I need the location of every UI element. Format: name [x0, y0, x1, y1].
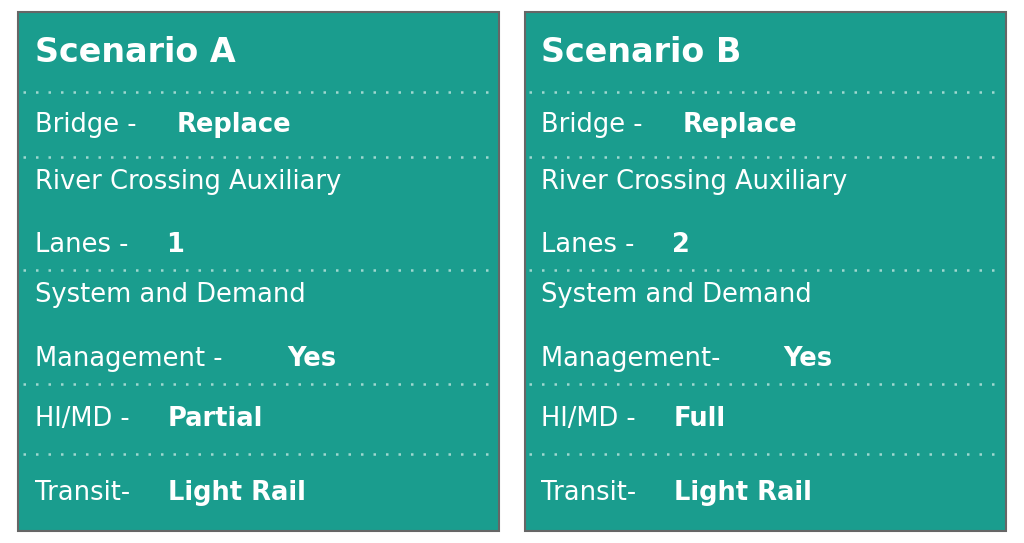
Text: Lanes -: Lanes - — [35, 232, 136, 258]
Text: Full: Full — [674, 406, 726, 432]
FancyBboxPatch shape — [18, 12, 500, 531]
Text: Scenario A: Scenario A — [35, 36, 236, 68]
Text: Replace: Replace — [683, 112, 798, 137]
Text: Yes: Yes — [783, 346, 833, 372]
FancyBboxPatch shape — [524, 12, 1006, 531]
Text: Bridge -: Bridge - — [35, 112, 144, 137]
Text: Replace: Replace — [176, 112, 291, 137]
Text: System and Demand: System and Demand — [541, 282, 812, 308]
Text: 2: 2 — [672, 232, 690, 258]
Text: Management -: Management - — [35, 346, 230, 372]
Text: System and Demand: System and Demand — [35, 282, 305, 308]
Text: Transit-: Transit- — [35, 479, 138, 506]
Text: Yes: Yes — [288, 346, 336, 372]
Text: HI/MD -: HI/MD - — [35, 406, 137, 432]
Text: Light Rail: Light Rail — [168, 479, 306, 506]
Text: 1: 1 — [166, 232, 183, 258]
Text: Light Rail: Light Rail — [675, 479, 812, 506]
Text: Management-: Management- — [541, 346, 729, 372]
Text: Transit-: Transit- — [541, 479, 644, 506]
Text: River Crossing Auxiliary: River Crossing Auxiliary — [35, 169, 341, 195]
Text: HI/MD -: HI/MD - — [541, 406, 644, 432]
Text: Lanes -: Lanes - — [541, 232, 643, 258]
Text: Partial: Partial — [167, 406, 263, 432]
Text: Bridge -: Bridge - — [541, 112, 651, 137]
Text: River Crossing Auxiliary: River Crossing Auxiliary — [541, 169, 848, 195]
Text: Scenario B: Scenario B — [541, 36, 741, 68]
